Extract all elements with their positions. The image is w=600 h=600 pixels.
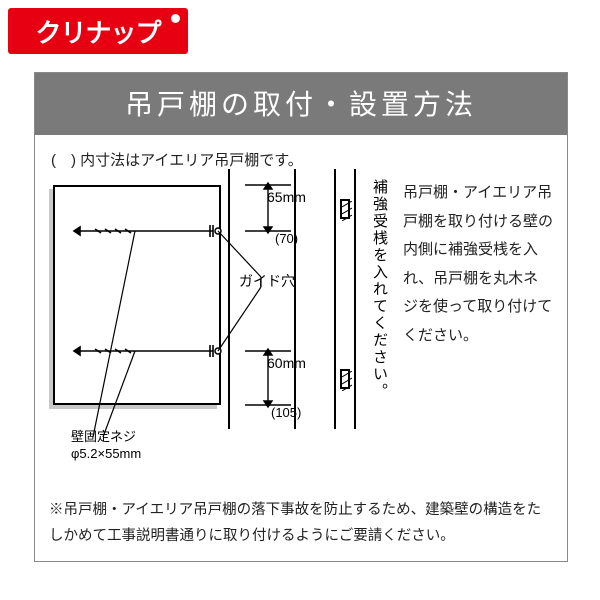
dim-bottom-sub: (105) [271,405,301,420]
dim-bottom: 60mm [267,355,306,371]
screw-label-line1: 壁固定ネジ [71,429,141,446]
side-instruction: 吊戸棚・アイエリア吊戸棚を取り付ける壁の内側に補強受桟を入れ、吊戸棚を丸木ネジを… [403,179,553,350]
screw-label-line2: φ5.2×55mm [71,446,141,463]
dim-top-sub: (70) [275,231,298,246]
vertical-instruction: 補強受桟を入れてください。 [369,179,390,429]
footnote: ※吊戸棚・アイエリア吊戸棚の落下事故を防止するため、建築壁の構造をたしかめて工事… [49,498,553,549]
guide-hole-label: ガイド穴 [239,271,295,291]
instruction-panel: 吊戸棚の取付・設置方法 ( ) 内寸法はアイエリア吊戸棚です。 [34,72,568,562]
brand-logo-text: クリナップ [35,13,160,50]
reinforcement-block-top [340,199,350,219]
dim-top: 65mm [267,189,306,205]
panel-title: 吊戸棚の取付・設置方法 [35,73,567,135]
brand-logo: クリナップ [8,8,188,54]
reinforcement-block-bottom [340,369,350,389]
logo-dot [171,14,180,23]
